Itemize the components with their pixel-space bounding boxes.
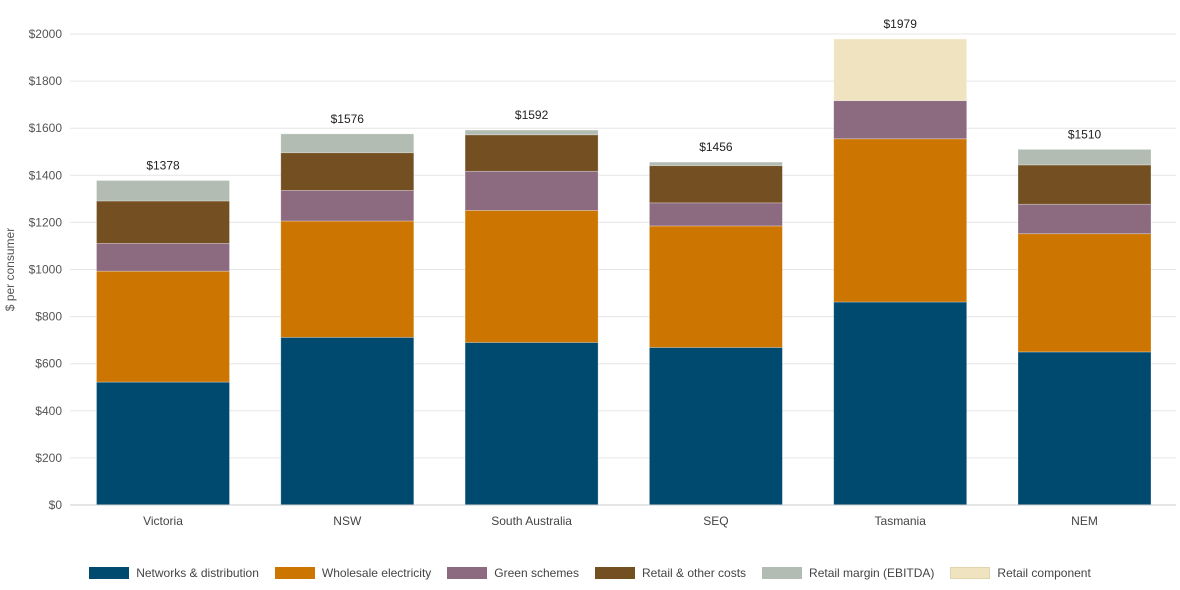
bar-segment — [464, 129, 599, 136]
bar-segment — [649, 347, 783, 506]
bar-segment — [833, 138, 968, 303]
bar-segment — [464, 342, 599, 506]
y-tick-label: $1400 — [29, 168, 63, 182]
legend-swatch — [594, 567, 635, 579]
bar-segment — [464, 170, 599, 211]
y-tick-label: $800 — [35, 310, 62, 324]
chart-legend: Networks & distribution Wholesale electri… — [0, 566, 1180, 580]
y-tick-label: $1800 — [29, 74, 63, 88]
y-axis-title: $ per consumer — [3, 228, 17, 311]
x-category-label: South Australia — [491, 514, 572, 528]
grid-lines — [70, 33, 1176, 506]
bar-segment — [464, 209, 599, 343]
bar-segment — [649, 202, 783, 227]
legend-swatch — [950, 567, 991, 579]
legend-item[interactable]: Wholesale electricity — [274, 566, 432, 580]
legend-item[interactable]: Green schemes — [447, 566, 579, 580]
y-tick-label: $2000 — [29, 27, 63, 41]
legend-label: Green schemes — [494, 566, 579, 580]
x-category-label: Victoria — [143, 514, 183, 528]
bar-segment — [280, 133, 415, 154]
y-tick-label: $400 — [35, 404, 62, 418]
bar-segment — [649, 225, 783, 348]
bar-segment — [649, 165, 783, 204]
legend-item[interactable]: Retail component — [950, 566, 1091, 580]
legend-label: Networks & distribution — [136, 566, 259, 580]
bar-total-label: $1979 — [884, 17, 918, 31]
legend-item[interactable]: Networks & distribution — [89, 566, 259, 580]
bar-total-label: $1510 — [1068, 127, 1102, 141]
bar-segment — [96, 381, 230, 506]
bar-segment — [833, 100, 968, 140]
legend-item[interactable]: Retail & other costs — [594, 566, 747, 580]
bar-total-label: $1592 — [515, 108, 549, 122]
bar-segment — [96, 242, 230, 272]
y-tick-label: $1200 — [29, 215, 63, 229]
legend-swatch — [762, 567, 803, 579]
y-tick-label: $1600 — [29, 121, 63, 135]
x-category-label: Tasmania — [875, 514, 927, 528]
x-category-label: SEQ — [703, 514, 728, 528]
y-tick-label: $200 — [35, 451, 62, 465]
bar-total-label: $1378 — [146, 158, 180, 172]
bar-segment — [1017, 164, 1152, 205]
legend-item[interactable]: Retail margin (EBITDA) — [762, 566, 934, 580]
legend-swatch — [89, 567, 130, 579]
bar-segment — [280, 152, 415, 191]
legend-label: Retail & other costs — [641, 566, 747, 580]
bar-total-label: $1576 — [331, 112, 365, 126]
x-axis-categories: Victoria NSW South Australia SEQ Tasmania NEM — [143, 514, 1098, 528]
legend-swatch — [274, 567, 315, 579]
bar-segment — [649, 161, 783, 167]
bar-stacks — [96, 38, 1152, 506]
bar-segment — [1017, 233, 1152, 353]
legend-label: Wholesale electricity — [321, 566, 432, 580]
y-tick-label: $0 — [49, 498, 63, 512]
y-tick-label: $1000 — [29, 263, 63, 277]
total-labels: $1378 $1576 $1592 $1456 $1979 $1510 — [146, 17, 1101, 173]
bar-segment — [1017, 203, 1152, 235]
legend-swatch — [447, 567, 488, 579]
bar-segment — [464, 134, 599, 172]
legend-label: Retail margin (EBITDA) — [809, 566, 935, 580]
y-tick-label: $600 — [35, 357, 62, 371]
bar-segment — [96, 200, 230, 244]
bar-total-label: $1456 — [699, 140, 733, 154]
y-axis-ticks: $0 $200 $400 $600 $800 $1000 $1200 $1400 $1600 $1… — [29, 27, 63, 512]
bar-segment — [96, 180, 230, 202]
bar-segment — [280, 220, 415, 338]
x-category-label: NSW — [333, 514, 362, 528]
bar-segment — [280, 189, 415, 222]
bar-segment — [833, 38, 968, 102]
bar-segment — [833, 301, 968, 506]
x-category-label: NEM — [1071, 514, 1098, 528]
bar-segment — [280, 336, 415, 506]
legend-label: Retail component — [997, 566, 1091, 580]
bar-segment — [1017, 148, 1152, 166]
bar-segment — [1017, 351, 1152, 506]
bar-segment — [96, 270, 230, 383]
